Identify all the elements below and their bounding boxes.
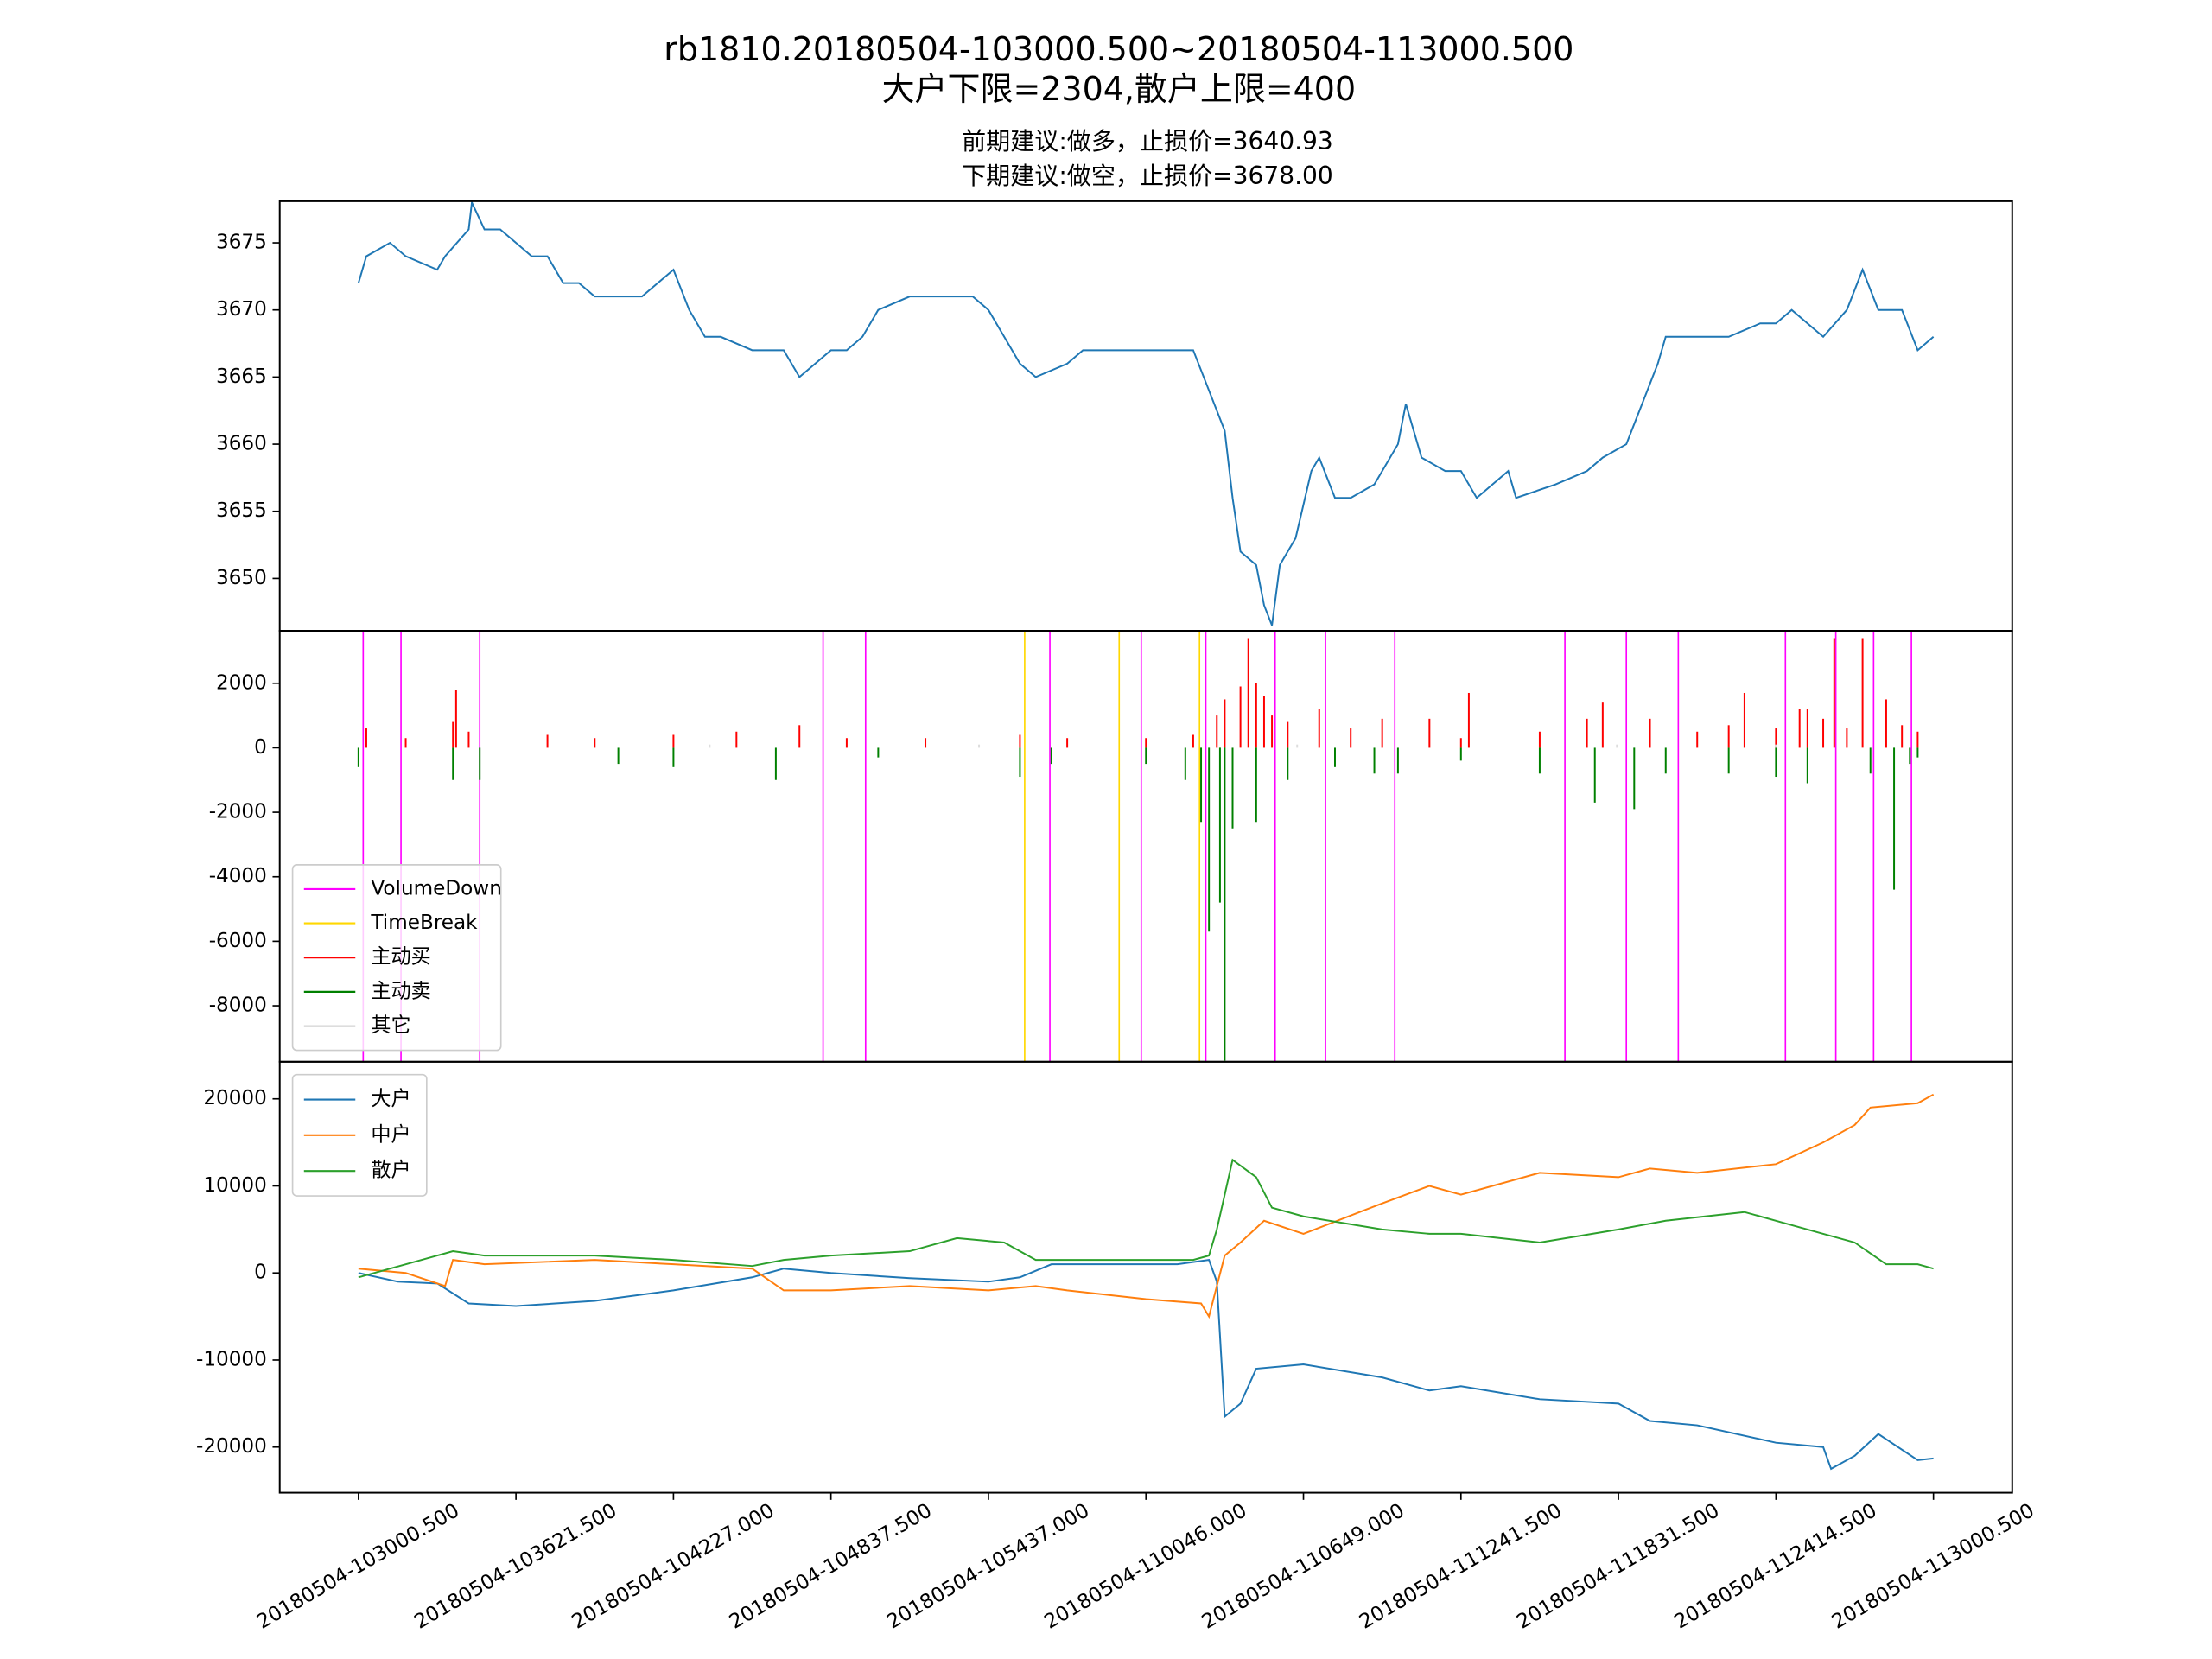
y-tick-label: -4000 bbox=[209, 865, 267, 887]
y-tick-label: 20000 bbox=[203, 1087, 267, 1109]
axes-frame bbox=[278, 200, 2013, 632]
legend-box bbox=[291, 1073, 428, 1197]
y-tick-label: 10000 bbox=[203, 1174, 267, 1197]
plot-area bbox=[357, 631, 1919, 1062]
y-tick-label: 0 bbox=[254, 1262, 267, 1284]
y-tick-label: -8000 bbox=[209, 995, 267, 1017]
y-tick-label: -2000 bbox=[209, 801, 267, 823]
legend-label: 中户 bbox=[371, 1123, 410, 1146]
y-tick-label: -20000 bbox=[196, 1435, 267, 1458]
legend-label: 大户 bbox=[371, 1088, 410, 1110]
y-tick-label: 2000 bbox=[216, 671, 267, 694]
plot-area bbox=[357, 200, 1935, 626]
legend-label: 其它 bbox=[371, 1014, 410, 1037]
legend-label: VolumeDown bbox=[371, 877, 501, 899]
title-line: rb1810.20180504-103000.500~20180504-1130… bbox=[664, 30, 1573, 68]
y-tick-label: 3675 bbox=[216, 232, 267, 254]
subtitle-line: 前期建议:做多，止损价=3640.93 bbox=[962, 127, 1333, 156]
legend-box bbox=[291, 864, 502, 1052]
line bbox=[358, 1158, 1934, 1279]
line bbox=[358, 1093, 1935, 1319]
y-tick-label: 3655 bbox=[216, 499, 267, 522]
line bbox=[357, 200, 1935, 626]
legend-label: 主动买 bbox=[371, 946, 430, 969]
subtitle-line: 下期建议:做空，止损价=3678.00 bbox=[962, 162, 1333, 190]
y-tick-label: 3670 bbox=[216, 298, 267, 321]
legend-label: 散户 bbox=[371, 1160, 410, 1182]
y-tick-label: -6000 bbox=[209, 930, 267, 952]
line bbox=[358, 1259, 1934, 1471]
y-tick-label: -10000 bbox=[196, 1348, 267, 1370]
legend-label: 主动卖 bbox=[371, 980, 430, 1002]
y-tick-label: 3650 bbox=[216, 567, 267, 589]
plot-area bbox=[358, 1093, 1935, 1471]
y-tick-label: 3660 bbox=[216, 433, 267, 455]
y-tick-label: 3665 bbox=[216, 365, 267, 388]
legend-label: TimeBreak bbox=[370, 912, 478, 934]
axes-frame bbox=[278, 630, 2013, 1063]
axes-frame bbox=[278, 1060, 2013, 1494]
title-line: 大户下限=2304,散户上限=400 bbox=[882, 70, 1357, 108]
y-tick-label: 0 bbox=[254, 736, 267, 759]
